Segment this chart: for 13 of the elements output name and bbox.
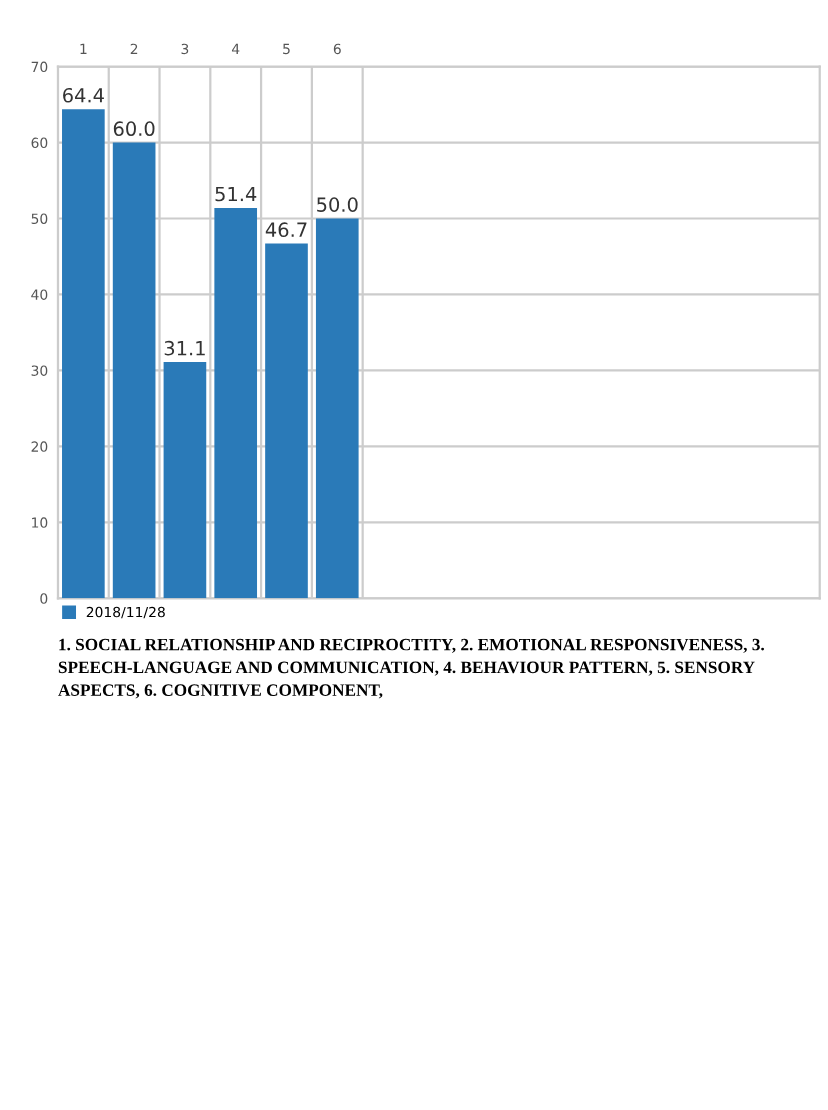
text: 1. SOCIAL RELATIONSHIP AND RECIPROCTITY, 2. EMOTIONAL RESPONSIVENESS, 3. SPEECH-LANGUAGE AND COMMUNICATION, 4. BEHAVIOUR PATTERN, 5. SENSORY ASPECTS, 6. COGNITIVE COMPONENT, [58, 638, 764, 699]
data-label: 46.7 [265, 222, 307, 238]
bar [163, 362, 207, 599]
bar [315, 218, 359, 599]
data-label: 60.0 [113, 121, 155, 137]
bar [112, 142, 156, 599]
data-label: 51.4 [215, 186, 257, 202]
bar [214, 207, 258, 599]
data-label: 31.1 [164, 340, 205, 356]
data-label: 64.4 [63, 87, 104, 103]
bar [265, 243, 308, 599]
data-label: 50.0 [317, 197, 358, 212]
bar [62, 109, 105, 599]
